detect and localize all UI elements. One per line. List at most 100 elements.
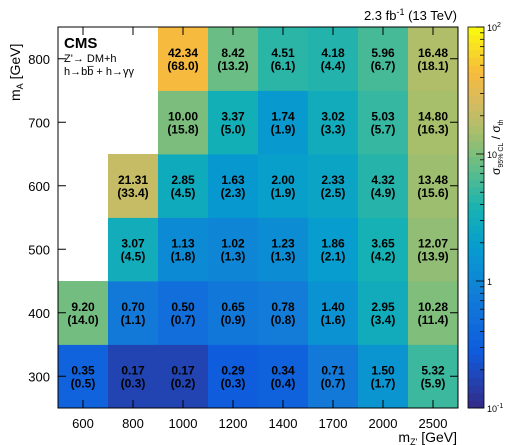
color-scale-band [468,362,484,371]
model-label-line1: Z'→ DM+h [64,53,117,65]
cell-expected-label: (6.7) [371,59,396,73]
cell-expected-label: (1.9) [271,186,296,200]
cell-expected-label: (4.5) [171,186,196,200]
cell-observed-label: 4.32 [371,173,395,187]
color-scale-band [468,118,484,127]
cell-expected-label: (0.8) [271,313,296,327]
cell-expected-label: (3.3) [321,122,346,136]
color-scale-band [468,255,484,264]
cell-observed-label: 4.18 [321,46,345,60]
heatmap-cell [158,90,209,155]
x-tick-label: 2000 [369,416,398,431]
color-scale-band [468,95,484,104]
cell-observed-label: 12.07 [418,236,448,250]
color-scale-band [468,240,484,249]
heatmap-cell [158,27,209,91]
color-scale-tick-label: 1 [487,277,492,287]
cell-expected-label: (0.3) [121,376,146,390]
color-scale-band [468,72,484,81]
color-scale-band [468,156,484,165]
heatmap-cell [308,344,359,409]
cell-observed-label: 10.28 [418,300,448,314]
cell-expected-label: (0.9) [221,313,246,327]
color-scale-band [468,225,484,234]
color-scale-band [468,377,484,386]
color-scale-band [468,324,484,333]
cell-observed-label: 0.17 [171,363,195,377]
color-scale-band [468,354,484,363]
cell-expected-label: (5.9) [421,376,446,390]
cell-expected-label: (4.9) [371,186,396,200]
cell-expected-label: (1.7) [371,376,396,390]
cell-expected-label: (14.0) [67,313,98,327]
heatmap-cell [358,281,409,345]
heatmap-cell [308,217,359,282]
cell-expected-label: (1.6) [321,313,346,327]
cell-observed-label: 10.00 [168,109,198,123]
cell-observed-label: 3.07 [121,236,145,250]
cell-observed-label: 0.50 [171,300,195,314]
y-tick-label: 800 [28,52,50,67]
color-scale-band [468,209,484,218]
color-scale-band [468,171,484,180]
heatmap-cells: 0.35(0.5)0.17(0.3)0.17(0.2)0.29(0.3)0.34… [58,27,459,409]
heatmap-cell [108,344,159,409]
cell-expected-label: (5.7) [371,122,396,136]
cell-observed-label: 21.31 [118,173,148,187]
color-scale-band [468,232,484,241]
heatmap-cell [108,281,159,345]
heatmap-cell [258,281,309,345]
color-scale-band [468,133,484,142]
cell-expected-label: (0.7) [321,376,346,390]
cell-expected-label: (11.4) [418,313,449,327]
color-scale-band [468,49,484,58]
cell-observed-label: 0.34 [271,363,295,377]
x-axis-title: mZ' [GeV] [398,429,457,445]
color-scale-band [468,187,484,196]
cell-observed-label: 2.95 [371,300,395,314]
cell-observed-label: 0.65 [221,300,245,314]
cell-observed-label: 3.65 [371,236,395,250]
heatmap-cell [258,154,309,218]
color-scale-band [468,308,484,318]
x-tick-label: 2500 [419,416,448,431]
cell-expected-label: (0.7) [171,313,196,327]
color-scale-band [468,263,484,272]
cell-observed-label: 1.13 [171,236,195,250]
cell-observed-label: 1.40 [321,300,345,314]
color-scale-band [468,42,484,51]
cell-expected-label: (15.8) [167,122,198,136]
cell-observed-label: 8.42 [221,46,245,60]
heatmap-cell [308,281,359,345]
cell-observed-label: 0.29 [221,363,245,377]
heatmap-cell [358,154,409,218]
color-scale-band [468,148,484,158]
cell-expected-label: (1.3) [271,249,296,263]
color-scale-band [468,339,484,348]
cell-observed-label: 0.17 [121,363,145,377]
heatmap-cell [58,344,109,409]
cell-observed-label: 4.51 [271,46,295,60]
plot-frame [57,26,459,409]
color-scale-band [468,286,484,295]
cell-observed-label: 3.37 [221,109,245,123]
heatmap-cell [208,90,259,155]
color-scale-tick-label: 10 [487,150,497,160]
x-tick-labels: 600 800 1000 1200 1400 1700 2000 2500 [72,416,447,431]
model-label-line2: h→bb̅ + h→γγ [64,66,135,78]
heatmap-cell [258,344,309,409]
cell-observed-label: 1.74 [271,109,295,123]
y-tick-label: 300 [28,369,50,384]
cell-expected-label: (0.4) [271,376,296,390]
color-scale-band [468,247,484,257]
color-scale-band [468,87,484,97]
y-tick-label: 400 [28,306,50,321]
x-tick-label: 1000 [169,416,198,431]
cell-observed-label: 5.32 [421,363,445,377]
color-scale-band [468,331,484,340]
cell-observed-label: 0.71 [321,363,345,377]
cell-observed-label: 0.70 [121,300,145,314]
cell-observed-label: 2.00 [271,173,295,187]
cell-expected-label: (0.5) [71,376,96,390]
heatmap-cell [258,90,309,155]
